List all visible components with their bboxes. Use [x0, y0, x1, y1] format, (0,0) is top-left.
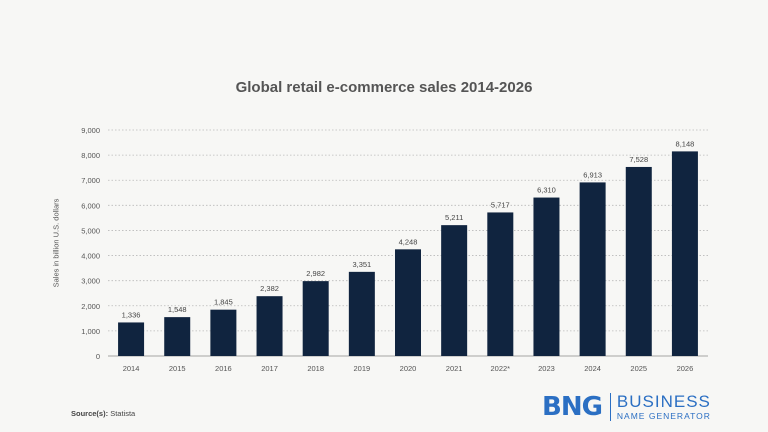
source-text: Statista: [110, 409, 136, 418]
bar-value-label: 1,548: [168, 305, 187, 314]
y-tick-label: 8,000: [81, 151, 100, 160]
bar-value-label: 1,336: [122, 310, 141, 319]
y-tick-label: 9,000: [81, 126, 100, 135]
source-label: Source(s):: [71, 409, 109, 418]
bar-value-label: 4,248: [399, 237, 418, 246]
brand-wordmark: BUSINESS NAME GENERATOR: [617, 393, 711, 421]
x-tick-label: 2019: [354, 364, 371, 373]
bar: [441, 225, 468, 356]
x-tick-label: 2017: [261, 364, 278, 373]
bar-value-label: 2,382: [260, 284, 279, 293]
x-tick-label: 2018: [307, 364, 324, 373]
x-tick-label: 2025: [630, 364, 647, 373]
bar-value-label: 3,351: [352, 260, 371, 269]
y-tick-label: 3,000: [81, 277, 100, 286]
source-note: Source(s): Statista: [71, 409, 135, 418]
x-tick-label: 2024: [584, 364, 601, 373]
bar: [625, 166, 652, 356]
bar: [210, 309, 237, 356]
brand-line1: BUSINESS: [616, 392, 711, 412]
y-tick-label: 4,000: [81, 252, 100, 261]
chart-title: Global retail e-commerce sales 2014-2026: [235, 79, 533, 96]
x-tick-label: 2022*: [491, 364, 511, 373]
bar: [579, 182, 606, 356]
bar: [348, 271, 375, 356]
brand-mark: BNG: [542, 392, 603, 422]
bar: [302, 281, 329, 356]
x-tick-label: 2020: [400, 364, 417, 373]
x-tick-label: 2026: [677, 364, 694, 373]
bar: [164, 317, 191, 356]
bar-value-label: 5,717: [491, 200, 510, 209]
bar-value-label: 8,148: [676, 139, 695, 148]
bar: [395, 249, 421, 356]
y-tick-label: 5,000: [81, 226, 100, 235]
brand-logo: BNG BUSINESS NAME GENERATOR: [542, 391, 711, 423]
bar-value-label: 2,982: [306, 269, 325, 278]
x-tick-label: 2021: [446, 364, 463, 373]
brand-divider: [609, 393, 611, 421]
bar-value-label: 5,211: [445, 213, 463, 222]
x-tick-label: 2023: [538, 364, 555, 373]
y-tick-label: 6,000: [81, 201, 100, 210]
bar: [487, 212, 514, 356]
bar-value-label: 6,310: [537, 186, 556, 195]
y-tick-label: 1,000: [81, 327, 100, 336]
x-tick-label: 2015: [169, 364, 186, 373]
bar: [671, 151, 698, 356]
bar: [533, 197, 560, 356]
y-tick-label: 0: [96, 352, 100, 361]
x-tick-label: 2016: [215, 364, 232, 373]
bar: [118, 322, 145, 356]
bar-value-label: 7,528: [629, 155, 648, 164]
x-tick-label: 2014: [123, 364, 140, 373]
bar-value-label: 6,913: [583, 170, 602, 179]
bar-value-label: 1,845: [214, 298, 233, 307]
brand-line2: NAME GENERATOR: [616, 411, 711, 422]
bar: [256, 296, 283, 356]
y-tick-label: 7,000: [81, 176, 100, 185]
y-tick-label: 2,000: [81, 302, 100, 311]
